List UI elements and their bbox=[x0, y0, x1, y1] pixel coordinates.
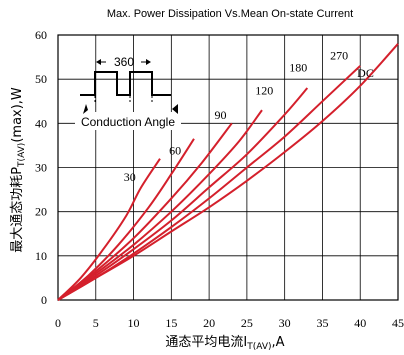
x-tick-label: 30 bbox=[279, 316, 291, 330]
y-tick-label: 20 bbox=[35, 205, 47, 219]
x-tick-label: 25 bbox=[241, 316, 253, 330]
x-tick-labels: 0 5 10 15 20 25 30 35 40 45 bbox=[55, 316, 404, 330]
series-line-90 bbox=[57, 122, 233, 301]
y-tick-label: 40 bbox=[35, 116, 47, 130]
curve-label-90: 90 bbox=[214, 108, 226, 122]
x-tick-label: 45 bbox=[392, 316, 404, 330]
x-tick-label: 35 bbox=[316, 316, 328, 330]
x-tick-label: 40 bbox=[354, 316, 366, 330]
angle-label: 360 bbox=[114, 55, 134, 69]
y-tick-labels: 0 10 20 30 40 50 60 bbox=[35, 28, 47, 307]
arrow-right-icon bbox=[146, 59, 151, 65]
curve-label-60: 60 bbox=[169, 143, 181, 157]
x-tick-label: 15 bbox=[165, 316, 177, 330]
x-tick-label: 20 bbox=[203, 316, 215, 330]
curve-label-30: 30 bbox=[124, 170, 136, 184]
curve-label-270: 270 bbox=[330, 48, 348, 62]
x-axis-label: 通态平均电流IT(AV),A bbox=[165, 335, 284, 352]
arrow-left-icon bbox=[96, 59, 101, 65]
series-line-60 bbox=[57, 138, 195, 301]
y-tick-label: 60 bbox=[35, 28, 47, 42]
plot-border bbox=[57, 34, 399, 301]
axis-frame bbox=[57, 34, 399, 301]
chart-title: Max. Power Dissipation Vs.Mean On-state … bbox=[107, 8, 353, 20]
x-tick-label: 5 bbox=[93, 316, 99, 330]
waveform-icon bbox=[80, 71, 171, 96]
arrow-right-up-icon bbox=[172, 104, 178, 114]
curve-label-120: 120 bbox=[255, 84, 273, 98]
series-line-180 bbox=[57, 87, 309, 301]
series-line-dc bbox=[57, 43, 399, 301]
curve-label-180: 180 bbox=[289, 61, 307, 75]
y-tick-label: 10 bbox=[35, 249, 47, 263]
curve-labels: 30 60 90 120 180 270 DC bbox=[124, 48, 374, 183]
inset-caption-bg bbox=[75, 112, 181, 130]
y-axis-label: 最大通态功耗PT(AV)(max),W bbox=[10, 87, 27, 253]
series-line-30 bbox=[57, 158, 161, 301]
y-tick-label: 0 bbox=[41, 293, 47, 307]
arrow-up-icon bbox=[83, 104, 88, 114]
series-lines bbox=[57, 43, 399, 301]
x-tick-label: 10 bbox=[128, 316, 140, 330]
inset-caption: Conduction Angle bbox=[81, 115, 175, 129]
y-tick-label: 50 bbox=[35, 72, 47, 86]
conduction-angle-inset: 360 Conduction Angle bbox=[75, 55, 181, 130]
curve-label-dc: DC bbox=[357, 66, 374, 80]
series-line-120 bbox=[57, 109, 263, 301]
x-tick-label: 0 bbox=[55, 316, 61, 330]
y-tick-label: 30 bbox=[35, 161, 47, 175]
